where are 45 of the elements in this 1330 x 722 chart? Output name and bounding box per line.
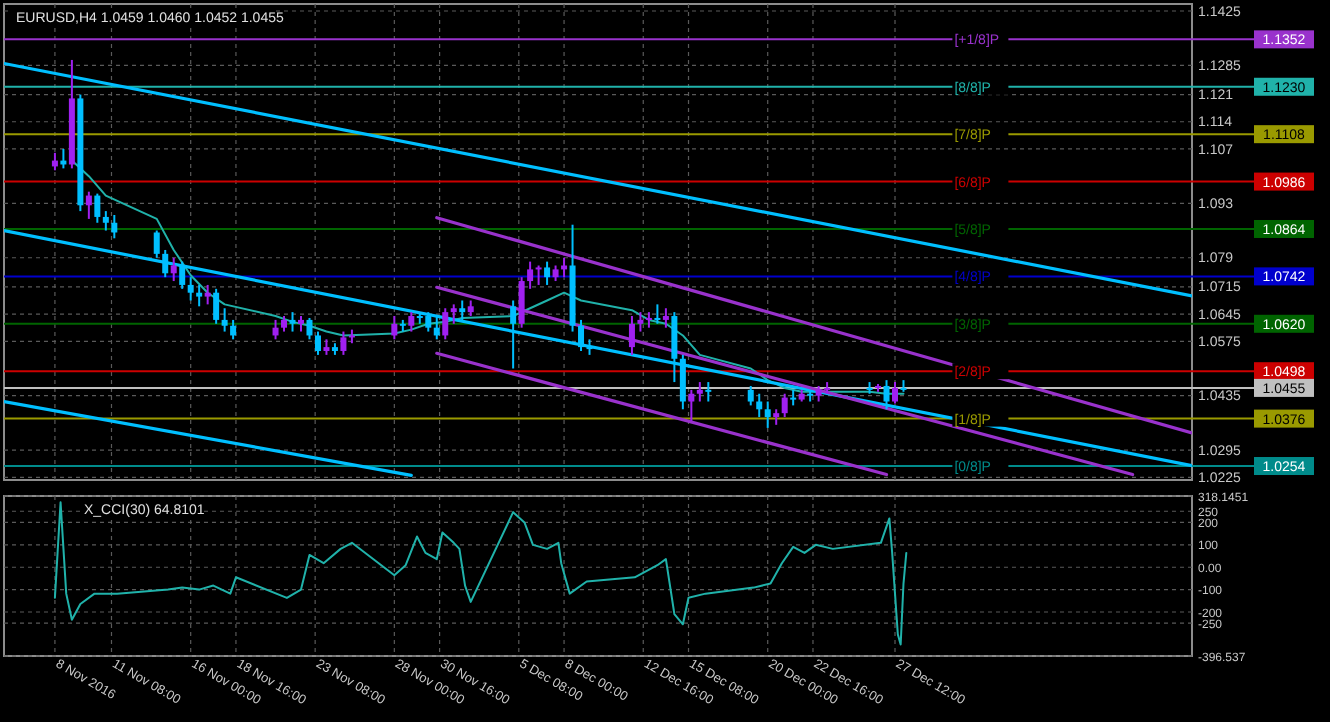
candlestick	[747, 384, 754, 407]
candlestick	[578, 318, 585, 352]
candlestick	[586, 338, 593, 356]
candlestick	[892, 381, 898, 405]
candlestick	[679, 353, 686, 411]
candlestick	[628, 315, 635, 356]
candlestick	[535, 264, 542, 286]
candlestick	[459, 299, 466, 321]
candlestick	[289, 311, 296, 333]
candlestick	[442, 307, 449, 341]
candlestick	[213, 287, 220, 325]
candlestick	[425, 311, 432, 333]
line-series	[53, 501, 908, 646]
candlestick	[527, 260, 534, 290]
candlestick	[654, 303, 661, 325]
candlestick	[645, 311, 652, 329]
candlestick	[518, 276, 525, 329]
candlestick	[688, 388, 695, 422]
candlestick	[781, 392, 788, 419]
candlestick	[162, 248, 169, 279]
candlestick	[544, 260, 551, 286]
candlestick	[111, 213, 118, 240]
candlestick	[94, 192, 101, 224]
candlestick	[637, 311, 644, 333]
candlestick	[705, 381, 712, 403]
candlestick	[450, 303, 457, 325]
candlestick	[102, 210, 109, 232]
candlestick	[662, 307, 669, 329]
candlestick	[883, 379, 890, 411]
candlestick	[230, 318, 237, 341]
candlestick	[187, 276, 194, 302]
candlestick	[696, 381, 703, 403]
candlestick	[179, 260, 186, 290]
candlestick	[764, 400, 771, 429]
candlestick	[314, 330, 321, 356]
candlestick	[196, 283, 203, 308]
candlestick	[408, 311, 415, 333]
candlestick	[671, 311, 678, 384]
candlestick	[340, 330, 347, 356]
candlestick	[85, 190, 92, 220]
candlestick	[306, 316, 313, 341]
candlestick	[221, 307, 228, 333]
candlestick	[391, 315, 398, 341]
candlestick	[204, 283, 211, 306]
candlestick	[510, 299, 517, 370]
